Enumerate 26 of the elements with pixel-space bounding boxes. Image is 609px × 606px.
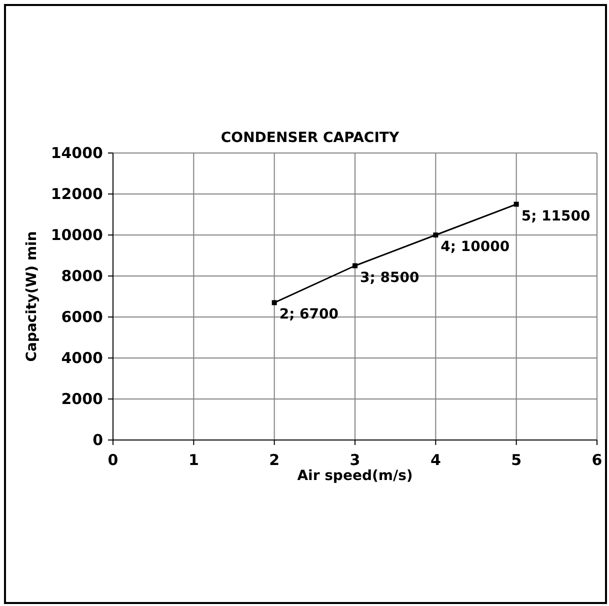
- point: [352, 263, 358, 268]
- y-tick-label: 10000: [50, 226, 103, 244]
- data-label: 2; 6700: [279, 306, 339, 323]
- x-tick-label: 5: [511, 451, 522, 469]
- x-tick-label: 4: [430, 451, 441, 469]
- data-label: 5; 11500: [521, 208, 591, 224]
- x-axis-title: Air speed(m/s): [297, 468, 413, 484]
- x-tick-label: 1: [188, 451, 199, 469]
- x-tick-label: 0: [108, 451, 118, 469]
- y-tick-label: 8000: [61, 267, 103, 285]
- x-tick-label: 3: [350, 451, 360, 469]
- y-tick-label: 14000: [50, 144, 103, 162]
- y-tick-label: 12000: [50, 185, 103, 203]
- y-tick-label: 6000: [61, 308, 103, 326]
- y-axis-title: Capacity(W) min: [24, 231, 40, 362]
- x-tick-label: 2: [269, 451, 280, 469]
- x-tick-label: 6: [592, 451, 602, 469]
- point: [514, 202, 519, 207]
- y-tick-label: 2000: [61, 390, 103, 408]
- y-tick-label: 0: [92, 431, 103, 449]
- data-label: 4; 10000: [440, 239, 510, 255]
- data-label: 3; 8500: [360, 270, 420, 286]
- point: [272, 300, 277, 306]
- point: [433, 232, 438, 238]
- y-tick-label: 4000: [61, 349, 103, 367]
- chart-title: CONDENSER CAPACITY: [220, 130, 400, 146]
